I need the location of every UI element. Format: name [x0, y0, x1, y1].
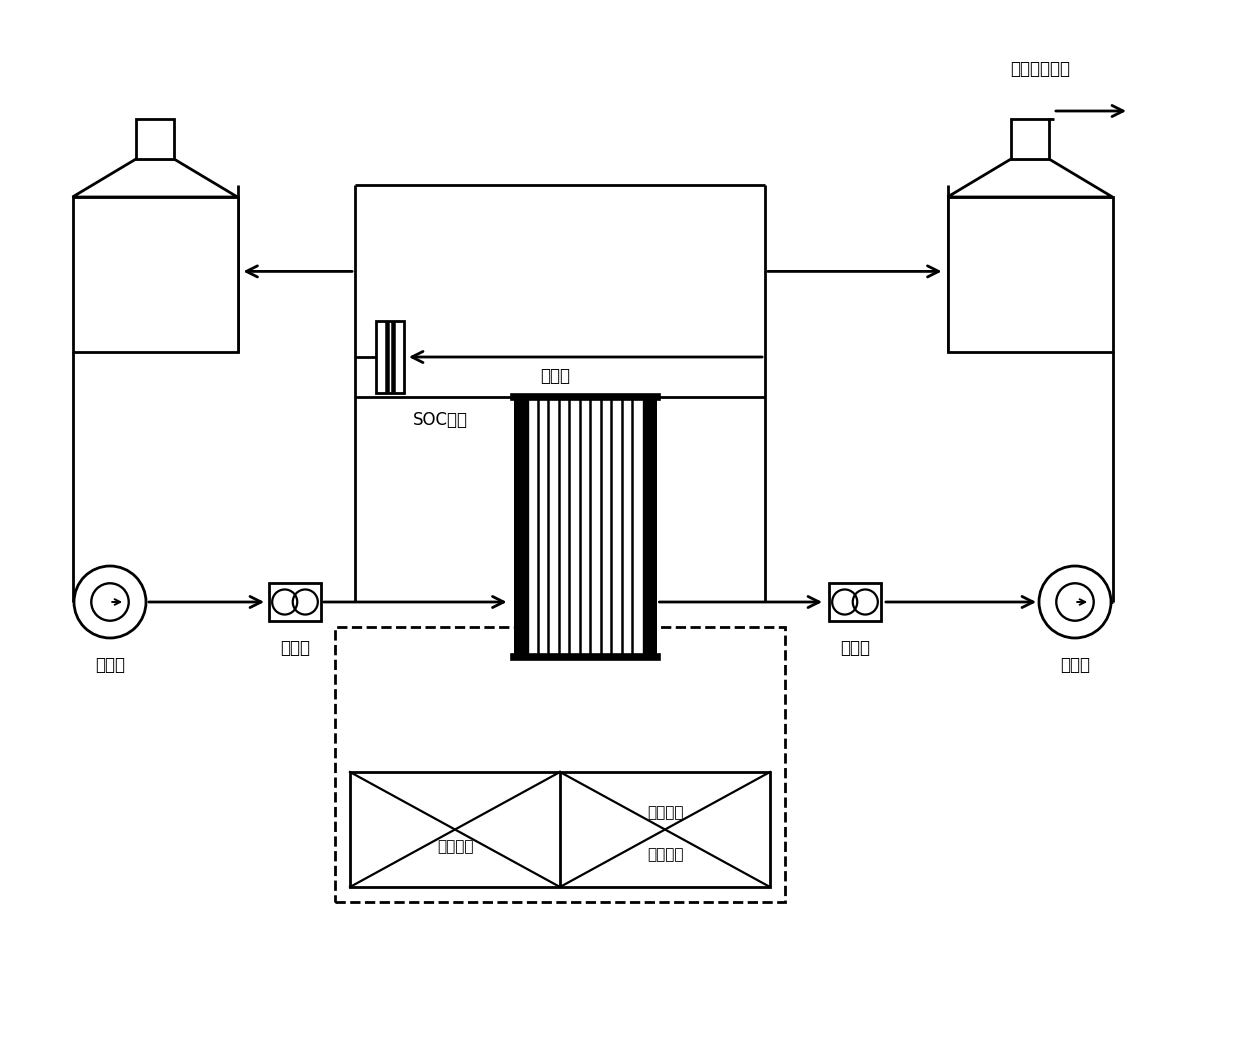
Text: 电池堆: 电池堆 — [539, 367, 570, 385]
Polygon shape — [136, 119, 174, 159]
Text: SOC电池: SOC电池 — [413, 411, 467, 429]
Bar — [642, 397, 656, 657]
Bar — [527, 397, 642, 657]
Text: Cr$^{2+}$/Cr$^{3+}$: Cr$^{2+}$/Cr$^{3+}$ — [985, 234, 1076, 255]
Text: Fe$^{3+}$/Fe$^{2+}$: Fe$^{3+}$/Fe$^{2+}$ — [108, 234, 202, 255]
Bar — [335, 627, 785, 902]
Bar — [269, 583, 321, 622]
Polygon shape — [72, 197, 238, 352]
Polygon shape — [947, 197, 1112, 352]
Circle shape — [1039, 565, 1111, 638]
Bar — [350, 772, 770, 887]
Text: 循环泵: 循环泵 — [1060, 656, 1090, 674]
Polygon shape — [1011, 119, 1049, 159]
Polygon shape — [72, 159, 238, 197]
Text: 流量计: 流量计 — [839, 639, 870, 657]
Polygon shape — [947, 159, 1112, 197]
Bar — [513, 397, 527, 657]
Text: 少量氢气排放: 少量氢气排放 — [1011, 60, 1070, 78]
Circle shape — [74, 565, 146, 638]
Text: 流量计: 流量计 — [280, 639, 310, 657]
Text: 控制平台: 控制平台 — [436, 839, 474, 854]
Text: 电子负载: 电子负载 — [647, 848, 683, 863]
Text: 溶液罐: 溶液罐 — [1014, 288, 1047, 305]
Bar — [376, 321, 404, 393]
Text: 溶液罐: 溶液罐 — [139, 288, 171, 305]
Bar — [830, 583, 880, 622]
Text: 充电电源: 充电电源 — [647, 804, 683, 820]
Text: 循环泵: 循环泵 — [95, 656, 125, 674]
